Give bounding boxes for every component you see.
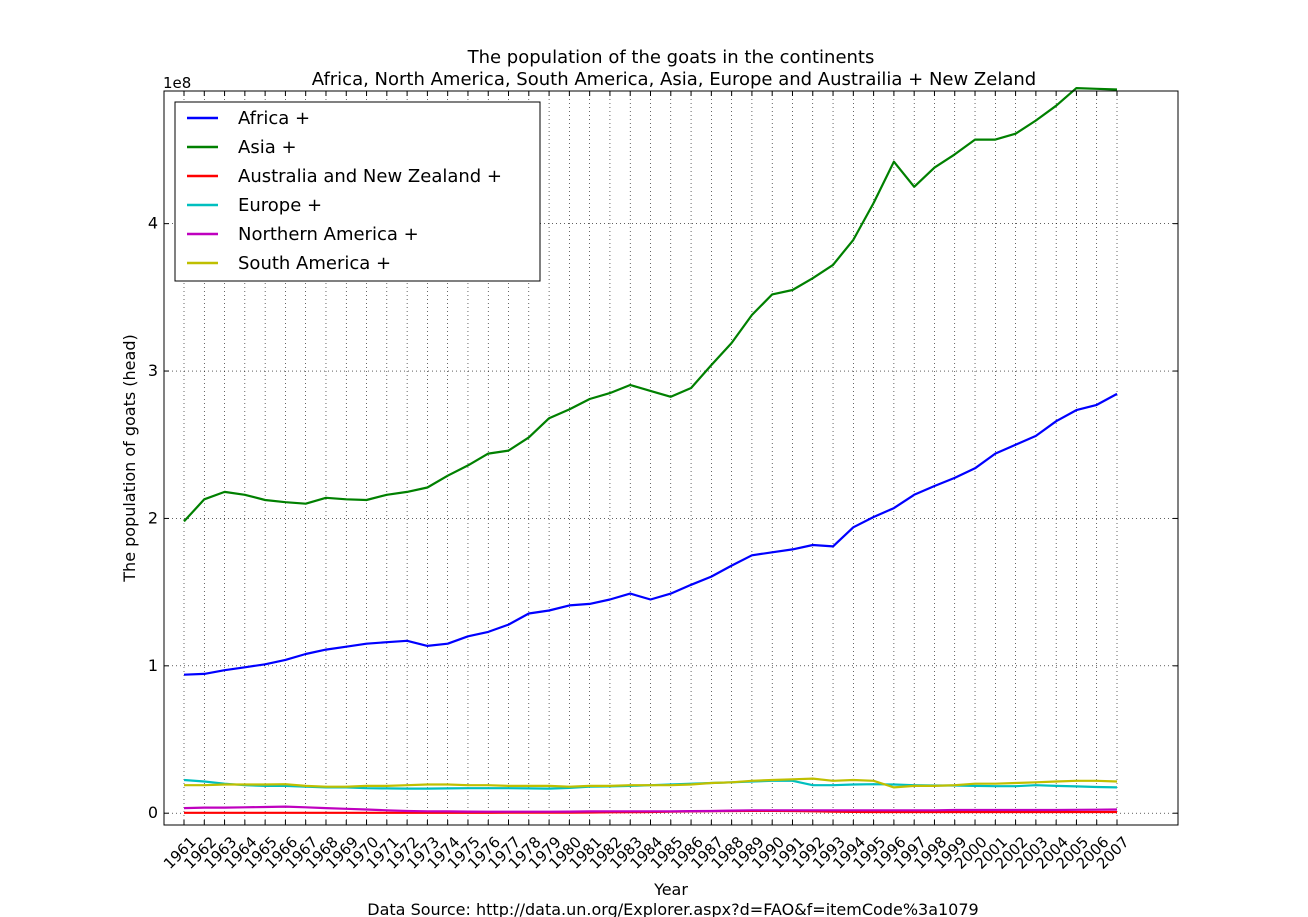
y-tick-labels: 0 1 2 3 4 [148,214,158,823]
x-tick-labels: 1961196219631964196519661967196819691970… [160,833,1133,873]
y-tick-label: 2 [148,508,158,527]
legend-label: South America + [238,253,391,274]
y-tick-label: 4 [148,214,158,233]
legend-label: Australia and New Zealand + [238,166,502,187]
x-axis-label: Year [653,880,688,899]
legend-label: Europe + [238,195,322,216]
legend: Africa + Asia + Australia and New Zealand … [174,101,541,282]
series-line [183,392,1118,676]
chart-title: The population of the goats in the conti… [467,47,875,68]
chart-subtitle: Africa, North America, South America, As… [312,69,1036,90]
legend-label: Northern America + [238,224,419,245]
series-line [183,805,1118,813]
legend-label: Asia + [238,137,297,158]
legend-box [174,101,541,282]
axis-ticks [164,91,1178,825]
data-source-note: Data Source: http://data.un.org/Explorer… [367,900,978,917]
y-tick-label: 3 [148,361,158,380]
y-tick-label: 0 [148,803,158,822]
series-line [184,777,1118,789]
y-tick-label: 1 [148,656,158,675]
y-axis-label: The population of goats (head) [120,334,139,582]
legend-label: Africa + [238,108,310,129]
series-lines [183,86,1118,814]
plot-frame [163,90,1179,826]
series-line [183,86,1118,523]
y-offset-label: 1e8 [163,74,191,92]
